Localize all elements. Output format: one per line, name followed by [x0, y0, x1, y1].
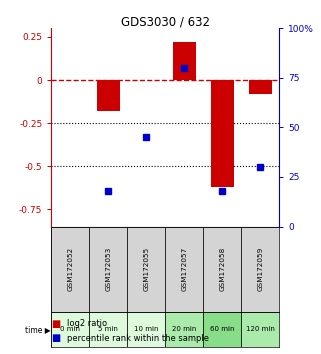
Text: GSM172053: GSM172053	[105, 247, 111, 291]
Bar	[165, 312, 203, 347]
Bar	[97, 80, 120, 111]
Bar	[241, 312, 279, 347]
Text: GSM172052: GSM172052	[67, 247, 74, 291]
Bar	[203, 227, 241, 312]
Text: 5 min: 5 min	[99, 326, 118, 332]
Bar	[249, 80, 272, 94]
Bar	[241, 227, 279, 312]
Bar	[89, 312, 127, 347]
Text: ■: ■	[51, 333, 61, 343]
Bar	[203, 312, 241, 347]
Bar	[51, 312, 89, 347]
Text: ■: ■	[51, 319, 61, 329]
Text: GSM172057: GSM172057	[181, 247, 187, 291]
Text: 0 min: 0 min	[60, 326, 80, 332]
Text: GSM172055: GSM172055	[143, 247, 149, 291]
Text: percentile rank within the sample: percentile rank within the sample	[67, 333, 209, 343]
Title: GDS3030 / 632: GDS3030 / 632	[121, 15, 210, 28]
Bar	[211, 80, 234, 187]
Bar	[127, 312, 165, 347]
Text: 20 min: 20 min	[172, 326, 196, 332]
Text: 60 min: 60 min	[210, 326, 235, 332]
Text: GSM172059: GSM172059	[257, 247, 263, 291]
Bar	[173, 42, 196, 80]
Bar	[127, 227, 165, 312]
Text: GSM172058: GSM172058	[219, 247, 225, 291]
Text: time ▶: time ▶	[25, 325, 51, 334]
Text: 120 min: 120 min	[246, 326, 275, 332]
Text: 10 min: 10 min	[134, 326, 159, 332]
Bar	[51, 227, 89, 312]
Bar	[165, 227, 203, 312]
Text: log2 ratio: log2 ratio	[67, 319, 108, 329]
Bar	[89, 227, 127, 312]
